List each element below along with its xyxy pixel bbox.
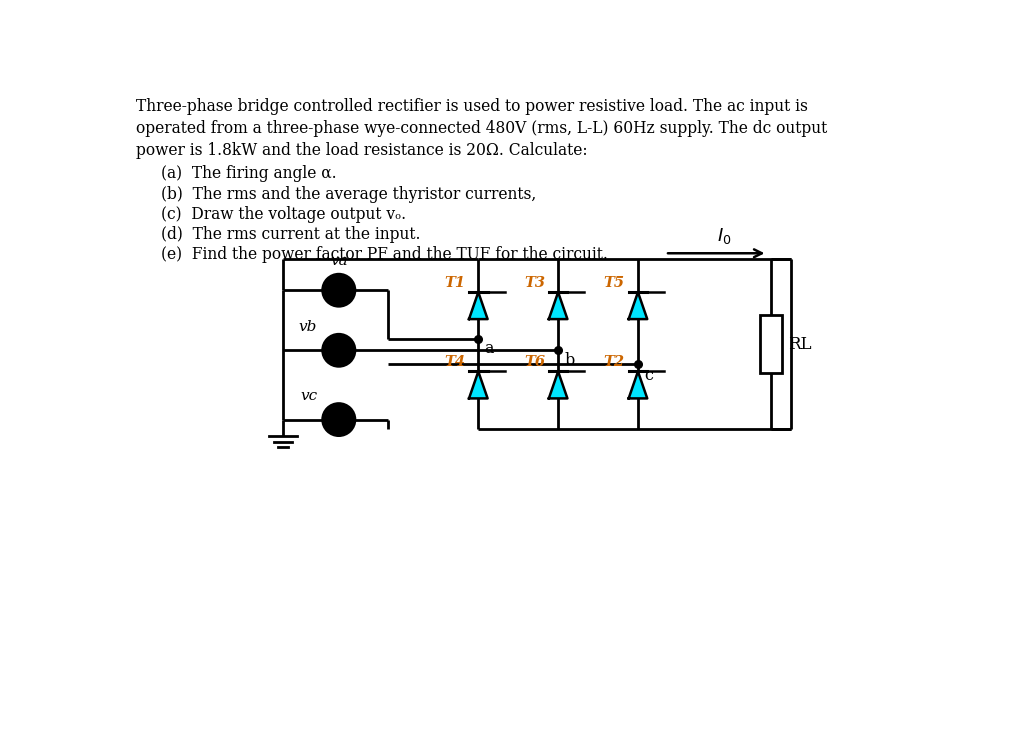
Text: T4: T4 (444, 355, 465, 369)
Circle shape (323, 404, 355, 436)
Polygon shape (549, 292, 567, 319)
Circle shape (323, 334, 355, 366)
Circle shape (323, 274, 355, 306)
Polygon shape (469, 292, 487, 319)
Polygon shape (629, 371, 647, 398)
Text: vb: vb (299, 320, 317, 334)
Text: T5: T5 (604, 276, 625, 290)
Text: a: a (484, 340, 494, 357)
Text: (e)  Find the power factor PF and the TUF for the circuit.: (e) Find the power factor PF and the TUF… (161, 246, 607, 263)
Text: $I_0$: $I_0$ (717, 226, 731, 246)
Polygon shape (469, 371, 487, 398)
Polygon shape (629, 292, 647, 319)
Text: (d)  The rms current at the input.: (d) The rms current at the input. (161, 226, 420, 243)
Text: Three-phase bridge controlled rectifier is used to power resistive load. The ac : Three-phase bridge controlled rectifier … (136, 98, 808, 115)
Text: T6: T6 (524, 355, 545, 369)
Text: b: b (564, 352, 574, 369)
Text: va: va (330, 254, 348, 268)
Bar (761, 315, 782, 374)
Text: (a)  The firing angle α.: (a) The firing angle α. (161, 165, 336, 183)
Text: operated from a three-phase wye-connected 480V (rms, L-L) 60Hz supply. The dc ou: operated from a three-phase wye-connecte… (136, 120, 827, 137)
Text: (c)  Draw the voltage output vₒ.: (c) Draw the voltage output vₒ. (161, 206, 406, 223)
Text: (b)  The rms and the average thyristor currents,: (b) The rms and the average thyristor cu… (161, 186, 536, 202)
Text: vc: vc (300, 390, 317, 404)
Text: RL: RL (788, 336, 812, 352)
Text: power is 1.8kW and the load resistance is 20Ω. Calculate:: power is 1.8kW and the load resistance i… (136, 142, 588, 159)
Text: T3: T3 (524, 276, 545, 290)
Text: c: c (644, 367, 653, 385)
Text: T2: T2 (604, 355, 625, 369)
Text: T1: T1 (444, 276, 465, 290)
Polygon shape (549, 371, 567, 398)
